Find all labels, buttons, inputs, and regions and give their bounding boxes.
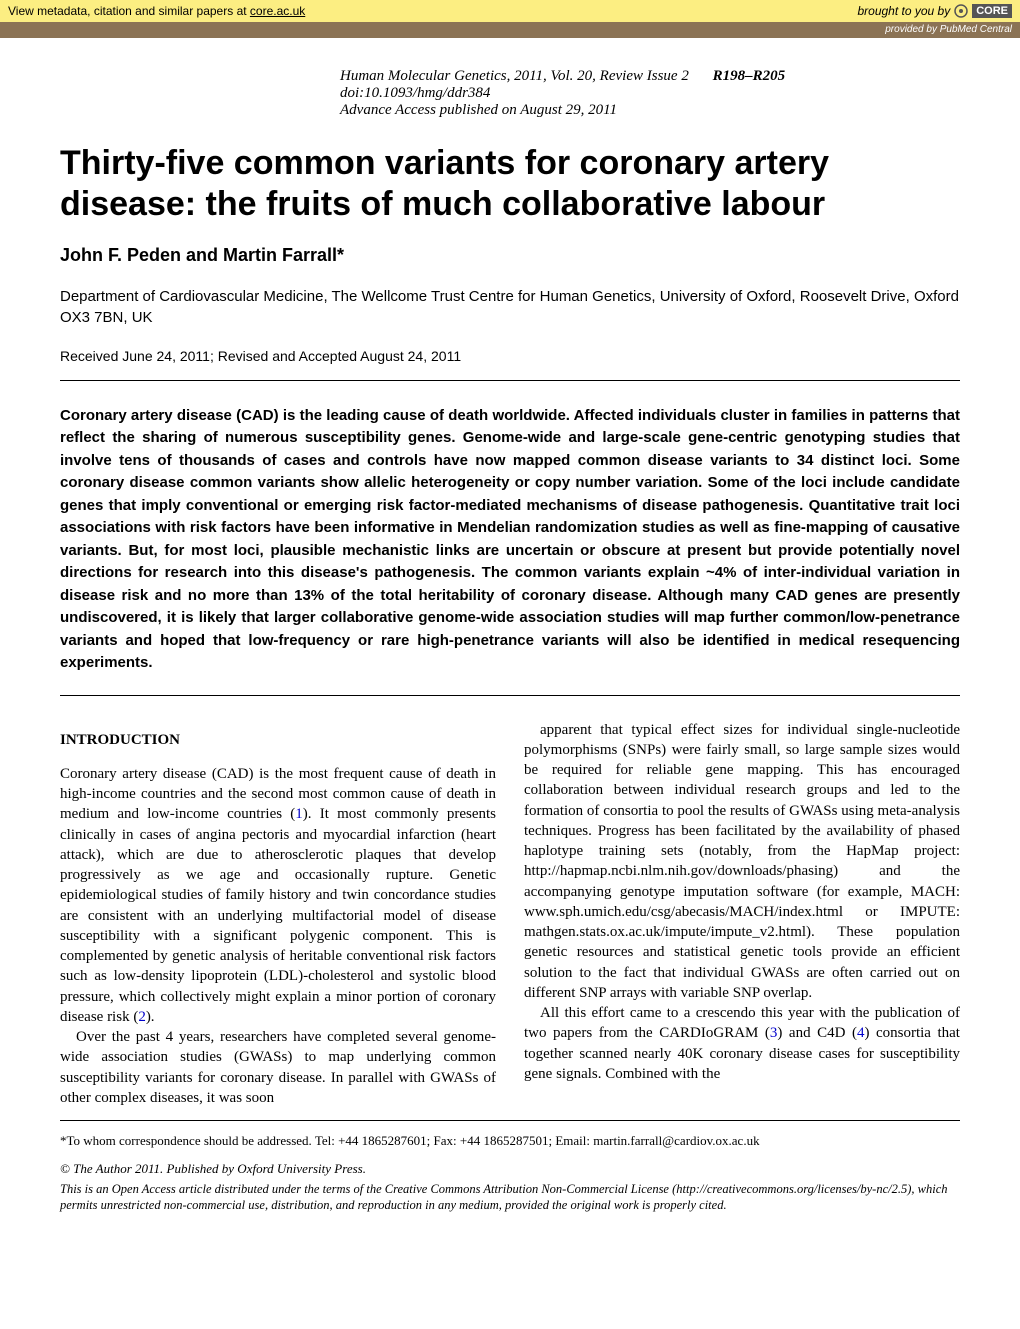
- core-banner: View metadata, citation and similar pape…: [0, 0, 1020, 22]
- received-dates: Received June 24, 2011; Revised and Acce…: [60, 348, 960, 364]
- core-logo[interactable]: CORE: [972, 4, 1012, 18]
- meta-header: Human Molecular Genetics, 2011, Vol. 20,…: [340, 68, 960, 119]
- body-paragraph: Over the past 4 years, researchers have …: [60, 1027, 496, 1108]
- journal-info: Human Molecular Genetics, 2011, Vol. 20,…: [340, 68, 689, 84]
- provided-source: PubMed Central: [940, 24, 1012, 35]
- correspondence: *To whom correspondence should be addres…: [60, 1133, 960, 1149]
- doi: doi:10.1093/hmg/ddr384: [340, 85, 960, 102]
- license-text: This is an Open Access article distribut…: [60, 1181, 960, 1214]
- divider: [60, 695, 960, 696]
- authors: John F. Peden and Martin Farrall*: [60, 245, 960, 266]
- divider: [60, 1120, 960, 1121]
- advance-access: Advance Access published on August 29, 2…: [340, 102, 960, 119]
- core-banner-right: brought to you by CORE: [857, 4, 1012, 18]
- page-range: R198–R205: [713, 68, 786, 84]
- footer: *To whom correspondence should be addres…: [60, 1133, 960, 1214]
- introduction-heading: INTRODUCTION: [60, 730, 496, 750]
- provided-prefix: provided by: [885, 24, 939, 35]
- core-link[interactable]: core.ac.uk: [250, 4, 305, 18]
- body-paragraph: All this effort came to a crescendo this…: [524, 1003, 960, 1084]
- page-content: Human Molecular Genetics, 2011, Vol. 20,…: [0, 38, 1020, 1254]
- body-columns: INTRODUCTION Coronary artery disease (CA…: [60, 720, 960, 1109]
- body-paragraph: Coronary artery disease (CAD) is the mos…: [60, 764, 496, 1027]
- core-icon: [954, 4, 968, 18]
- body-paragraph: apparent that typical effect sizes for i…: [524, 720, 960, 1004]
- reference-link[interactable]: 2: [138, 1009, 146, 1025]
- copyright: © The Author 2011. Published by Oxford U…: [60, 1161, 960, 1177]
- affiliation: Department of Cardiovascular Medicine, T…: [60, 286, 960, 328]
- core-brought-by: brought to you by: [857, 4, 950, 18]
- article-title: Thirty-five common variants for coronary…: [60, 143, 960, 225]
- reference-link[interactable]: 1: [295, 806, 303, 822]
- core-prefix: View metadata, citation and similar pape…: [8, 4, 250, 18]
- abstract: Coronary artery disease (CAD) is the lea…: [60, 405, 960, 675]
- core-banner-left: View metadata, citation and similar pape…: [8, 4, 305, 18]
- divider: [60, 380, 960, 381]
- provided-banner: provided by PubMed Central: [0, 22, 1020, 38]
